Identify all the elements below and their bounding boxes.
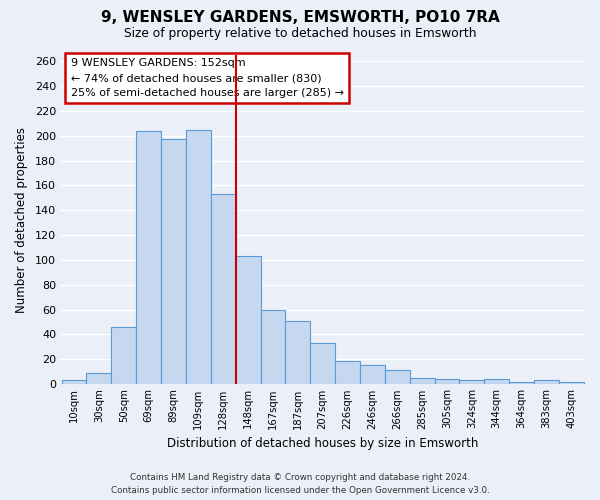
Bar	[161, 140, 186, 384]
Bar	[534, 380, 559, 384]
Bar	[62, 380, 86, 384]
Bar	[286, 321, 310, 384]
Text: 9, WENSLEY GARDENS, EMSWORTH, PO10 7RA: 9, WENSLEY GARDENS, EMSWORTH, PO10 7RA	[101, 10, 499, 25]
Bar	[509, 382, 534, 384]
Bar	[236, 256, 260, 384]
Bar	[385, 370, 410, 384]
Bar	[460, 380, 484, 384]
Bar	[310, 343, 335, 384]
Bar	[260, 310, 286, 384]
X-axis label: Distribution of detached houses by size in Emsworth: Distribution of detached houses by size …	[167, 437, 478, 450]
Bar	[211, 194, 236, 384]
Bar	[86, 373, 112, 384]
Bar	[136, 131, 161, 384]
Bar	[112, 327, 136, 384]
Bar	[410, 378, 434, 384]
Bar	[335, 360, 360, 384]
Bar	[186, 130, 211, 384]
Bar	[360, 366, 385, 384]
Text: Size of property relative to detached houses in Emsworth: Size of property relative to detached ho…	[124, 28, 476, 40]
Bar	[484, 379, 509, 384]
Y-axis label: Number of detached properties: Number of detached properties	[15, 126, 28, 312]
Bar	[559, 382, 584, 384]
Bar	[434, 379, 460, 384]
Text: 9 WENSLEY GARDENS: 152sqm
← 74% of detached houses are smaller (830)
25% of semi: 9 WENSLEY GARDENS: 152sqm ← 74% of detac…	[71, 58, 344, 98]
Text: Contains HM Land Registry data © Crown copyright and database right 2024.
Contai: Contains HM Land Registry data © Crown c…	[110, 474, 490, 495]
